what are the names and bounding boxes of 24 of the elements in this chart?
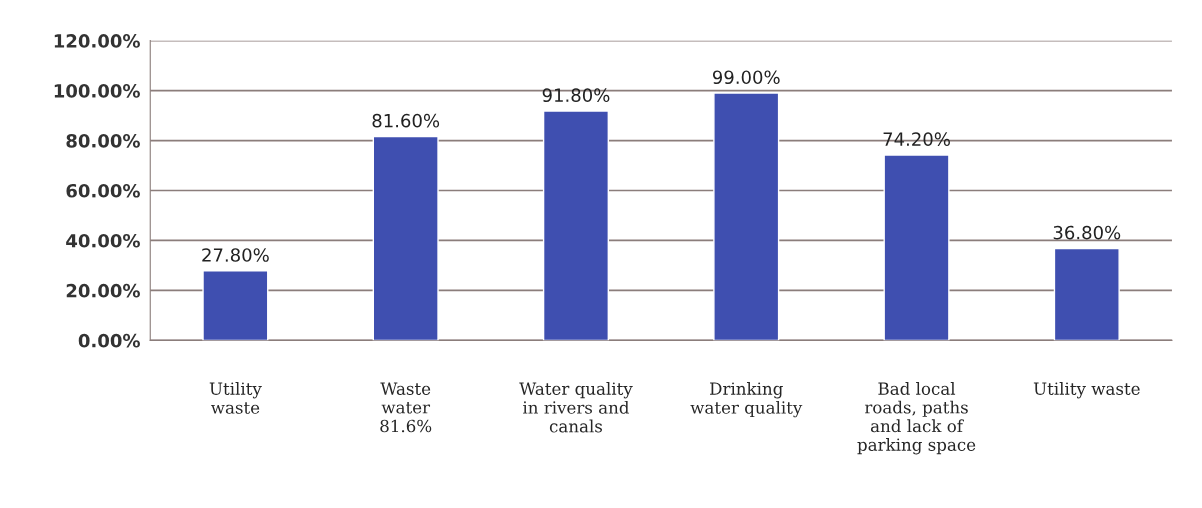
y-tick-label: 40.00%	[66, 233, 140, 248]
bar	[202, 270, 269, 341]
x-tick-label: Utility waste	[209, 382, 262, 414]
y-tick-label: 60.00%	[66, 183, 140, 198]
bar	[713, 92, 780, 341]
y-tick-label: 100.00%	[54, 84, 140, 98]
x-tick-label: Water quality in rivers and canals	[519, 382, 633, 433]
data-label: 99.00%	[712, 70, 780, 85]
data-label: 81.60%	[372, 113, 440, 128]
y-tick-label: 80.00%	[66, 134, 140, 148]
bar	[1053, 247, 1120, 341]
y-tick-label: 0.00%	[78, 333, 140, 348]
x-tick-label: Utility waste	[1033, 382, 1140, 399]
bar	[542, 110, 610, 341]
data-label: 36.80%	[1053, 225, 1121, 240]
x-tick-label: Waste water 81.6%	[380, 382, 432, 433]
x-tick-label: Bad local roads, paths and lack of parking space	[857, 382, 976, 455]
x-tick-label: Drinking water quality	[690, 382, 803, 418]
data-label: 27.80%	[202, 248, 269, 262]
bar	[372, 135, 439, 341]
y-tick-label: 20.00%	[66, 283, 140, 298]
bar	[883, 154, 950, 341]
y-tick-label: 120.00%	[54, 34, 140, 48]
data-label: 91.80%	[542, 88, 610, 103]
